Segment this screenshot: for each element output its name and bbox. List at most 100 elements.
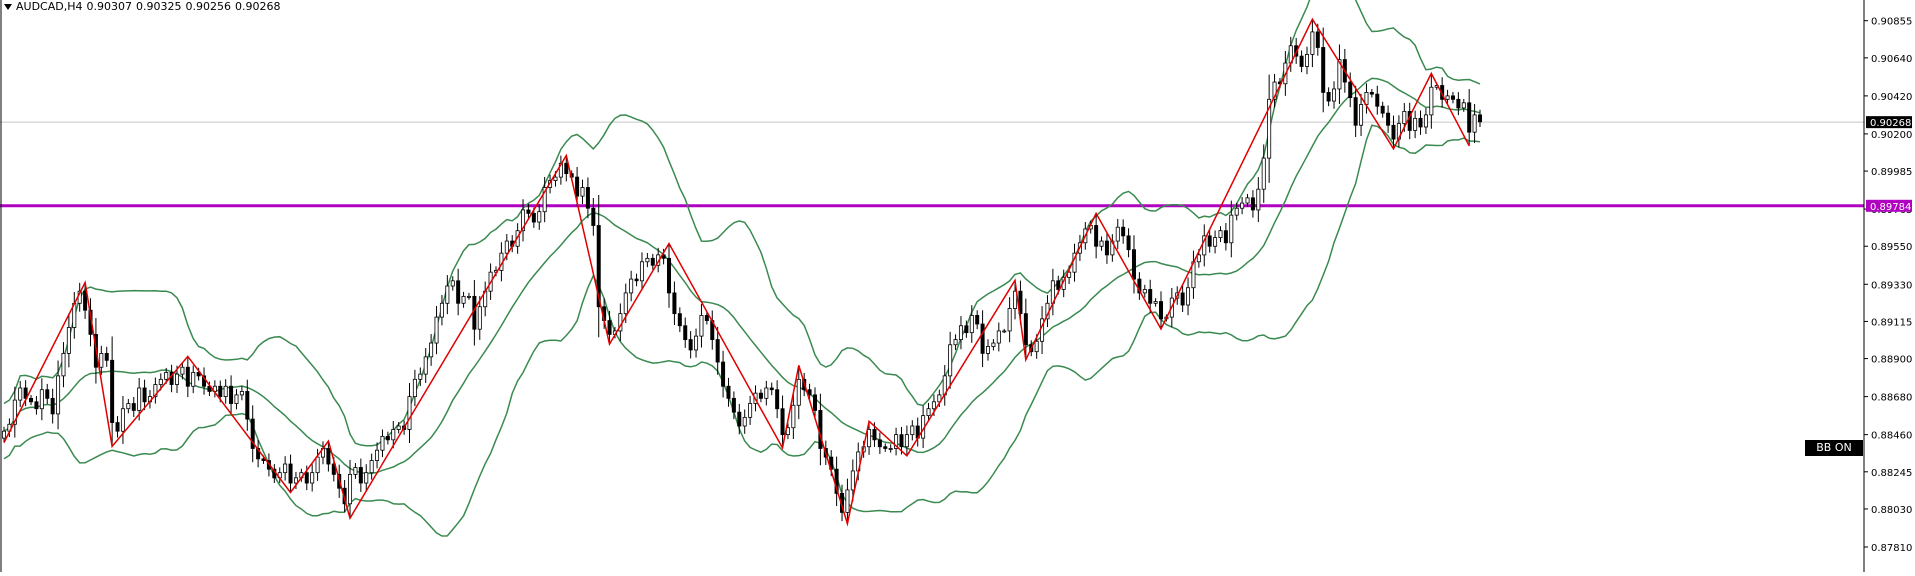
candle	[975, 310, 980, 330]
candle-body	[423, 356, 428, 375]
candle-body	[796, 378, 801, 406]
candle-body	[1391, 124, 1396, 140]
candle-body	[1250, 197, 1255, 211]
candle	[1110, 234, 1115, 262]
candle-body	[991, 342, 996, 347]
candle	[710, 310, 715, 350]
candle	[1369, 89, 1374, 98]
candle	[1423, 107, 1428, 134]
candle-body	[1153, 301, 1158, 304]
candle-body	[1104, 240, 1109, 256]
price-tick-label: 0.88245	[1871, 468, 1912, 479]
candle	[894, 427, 899, 456]
candle	[358, 458, 363, 492]
candle-body	[1348, 81, 1353, 99]
candle	[721, 350, 726, 398]
candle	[1186, 277, 1191, 316]
candle	[185, 356, 190, 398]
candle	[256, 440, 261, 468]
candle	[250, 405, 255, 463]
candle-body	[1380, 105, 1385, 114]
candle-body	[910, 425, 915, 436]
candle	[315, 448, 320, 481]
candle	[731, 391, 736, 420]
candle-body	[726, 385, 731, 399]
candle	[1353, 85, 1358, 138]
candle	[239, 386, 244, 401]
price-tick-label: 0.89330	[1871, 280, 1912, 291]
candle-body	[1461, 102, 1466, 109]
candle	[694, 328, 699, 358]
ohlc-open: 0.90307	[86, 0, 133, 13]
price-tick-label: 0.88900	[1871, 355, 1912, 366]
candle	[283, 456, 288, 481]
candle-body	[1159, 301, 1164, 320]
candle	[1099, 236, 1104, 251]
candle-body	[996, 330, 1001, 344]
candle	[229, 375, 234, 415]
candle-body	[142, 387, 147, 403]
candle	[12, 386, 17, 438]
candle	[769, 382, 774, 396]
ohlc-close: 0.90268	[235, 0, 281, 13]
candle	[1013, 280, 1018, 320]
candle-body	[704, 314, 709, 321]
candle-body	[1256, 188, 1261, 211]
candle-body	[358, 467, 363, 484]
candle	[364, 464, 369, 492]
candle-body	[969, 314, 974, 334]
bb-indicator-badge[interactable]: BB ON	[1805, 440, 1863, 456]
candle-body	[650, 257, 655, 266]
candle	[223, 379, 228, 404]
candle	[1213, 230, 1218, 254]
candle-body	[958, 325, 963, 340]
candle-body	[99, 353, 104, 368]
candle-body	[964, 325, 969, 334]
candle	[1137, 272, 1142, 300]
dropdown-triangle-icon[interactable]	[4, 4, 12, 10]
candle-body	[1359, 104, 1364, 126]
current-price-label-bg	[1866, 116, 1912, 129]
candle-body	[1245, 197, 1250, 204]
candle	[888, 444, 893, 453]
candle-body	[83, 290, 88, 311]
candle	[369, 453, 374, 480]
candle	[439, 294, 444, 326]
candle	[667, 243, 672, 308]
price-tick-label: 0.89985	[1871, 167, 1912, 178]
candle-body	[742, 416, 747, 427]
candle-body	[639, 261, 644, 282]
candle-body	[315, 456, 320, 474]
candle-body	[564, 162, 569, 175]
candle-body	[899, 434, 904, 448]
candle	[1240, 197, 1245, 215]
candle	[1445, 89, 1450, 106]
candle	[72, 292, 77, 339]
chart-header: AUDCAD,H4 0.90307 0.90325 0.90256 0.90268	[4, 0, 285, 13]
candle	[969, 305, 974, 343]
candle	[915, 417, 920, 447]
candle-body	[1002, 330, 1007, 333]
candle	[910, 420, 915, 441]
candle	[883, 443, 888, 452]
candle	[385, 431, 390, 445]
candle	[115, 416, 120, 438]
candle	[1050, 268, 1055, 316]
candle-body	[1213, 237, 1218, 247]
candle-body	[364, 472, 369, 484]
candle	[412, 369, 417, 407]
candle	[672, 281, 677, 326]
bollinger-upper-band	[3, 0, 1481, 447]
candle	[245, 379, 250, 431]
candle-body	[1056, 280, 1061, 290]
candle	[964, 320, 969, 338]
candle	[320, 441, 325, 465]
candle-body	[1472, 114, 1477, 133]
candle-body	[104, 353, 109, 361]
candle-body	[1272, 81, 1277, 100]
candle-body	[769, 387, 774, 391]
candle-body	[623, 292, 628, 315]
candle	[153, 377, 158, 404]
